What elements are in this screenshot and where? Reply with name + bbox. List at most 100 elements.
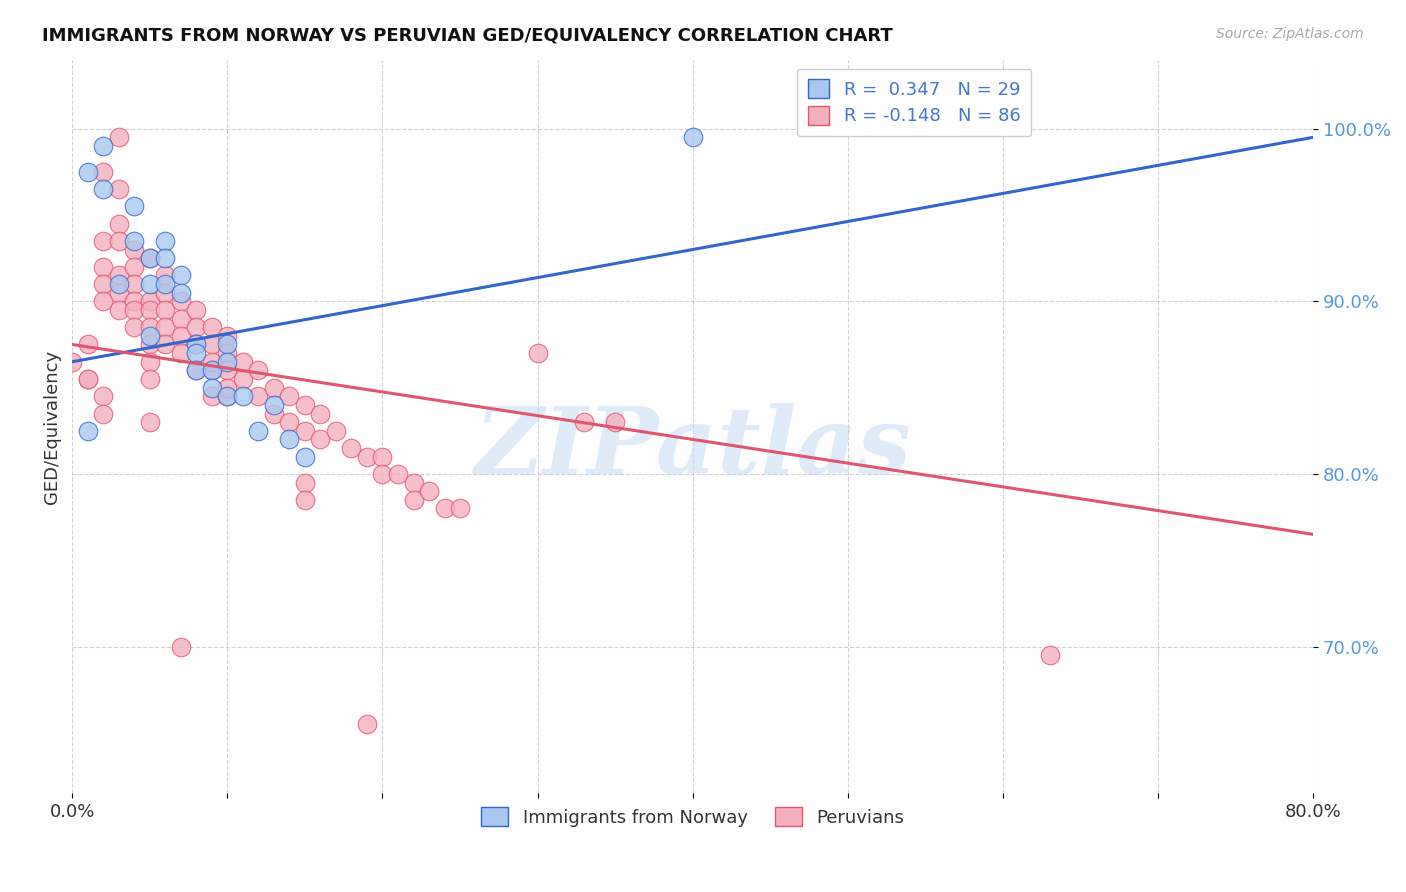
Point (418, 484, 440, 499)
Point (247, 363, 270, 377)
Point (217, 337, 239, 351)
Point (325, 424, 347, 438)
Point (76, 372, 98, 386)
Point (60, 355, 83, 369)
Point (139, 320, 162, 334)
Point (217, 381, 239, 395)
Y-axis label: GED/Equivalency: GED/Equivalency (44, 350, 60, 504)
Point (201, 389, 224, 403)
Point (186, 337, 208, 351)
Point (371, 450, 394, 464)
Point (155, 302, 177, 317)
Point (107, 268, 129, 283)
Point (186, 302, 208, 317)
Point (76, 424, 98, 438)
Point (107, 302, 129, 317)
Point (186, 363, 208, 377)
Point (139, 251, 162, 265)
Point (356, 717, 378, 731)
Point (201, 363, 224, 377)
Point (139, 372, 162, 386)
Point (294, 424, 316, 438)
Point (278, 389, 301, 403)
Point (1038, 648, 1060, 663)
Point (186, 320, 208, 334)
Text: IMMIGRANTS FROM NORWAY VS PERUVIAN GED/EQUIVALENCY CORRELATION CHART: IMMIGRANTS FROM NORWAY VS PERUVIAN GED/E… (42, 27, 893, 45)
Point (449, 501, 471, 516)
Point (605, 415, 627, 429)
Point (139, 277, 162, 291)
Point (107, 130, 129, 145)
Point (91, 260, 114, 274)
Point (107, 234, 129, 248)
Point (217, 355, 239, 369)
Point (139, 415, 162, 429)
Point (91, 182, 114, 196)
Point (124, 243, 146, 257)
Point (232, 372, 254, 386)
Point (139, 337, 162, 351)
Point (139, 328, 162, 343)
Point (170, 294, 193, 309)
Point (217, 389, 239, 403)
Point (124, 302, 146, 317)
Point (107, 277, 129, 291)
Point (294, 492, 316, 507)
Point (402, 492, 425, 507)
Point (76, 337, 98, 351)
Point (201, 355, 224, 369)
Point (201, 320, 224, 334)
Point (247, 389, 270, 403)
Point (170, 346, 193, 360)
Point (124, 277, 146, 291)
Point (107, 217, 129, 231)
Point (201, 381, 224, 395)
Point (201, 363, 224, 377)
Point (139, 355, 162, 369)
Point (170, 328, 193, 343)
Point (682, 130, 704, 145)
Point (155, 320, 177, 334)
Point (155, 268, 177, 283)
Point (91, 277, 114, 291)
Point (170, 268, 193, 283)
Legend: Immigrants from Norway, Peruvians: Immigrants from Norway, Peruvians (472, 798, 914, 836)
Point (356, 450, 378, 464)
Point (139, 302, 162, 317)
Point (155, 277, 177, 291)
Point (433, 501, 456, 516)
Point (263, 398, 285, 412)
Point (91, 234, 114, 248)
Point (124, 294, 146, 309)
Point (186, 363, 208, 377)
Point (217, 328, 239, 343)
Point (201, 337, 224, 351)
Point (124, 260, 146, 274)
Point (232, 389, 254, 403)
Point (294, 475, 316, 490)
Point (217, 389, 239, 403)
Point (572, 415, 595, 429)
Point (76, 165, 98, 179)
Text: ZIPatlas: ZIPatlas (474, 403, 911, 493)
Point (371, 467, 394, 481)
Point (155, 285, 177, 300)
Point (186, 337, 208, 351)
Point (294, 450, 316, 464)
Point (340, 441, 363, 455)
Point (155, 337, 177, 351)
Point (107, 285, 129, 300)
Point (263, 407, 285, 421)
Point (124, 234, 146, 248)
Point (402, 475, 425, 490)
Point (170, 311, 193, 326)
Point (91, 407, 114, 421)
Point (232, 355, 254, 369)
Point (91, 294, 114, 309)
Point (278, 433, 301, 447)
Point (278, 415, 301, 429)
Point (91, 165, 114, 179)
Text: Source: ZipAtlas.com: Source: ZipAtlas.com (1216, 27, 1364, 41)
Point (155, 234, 177, 248)
Point (263, 381, 285, 395)
